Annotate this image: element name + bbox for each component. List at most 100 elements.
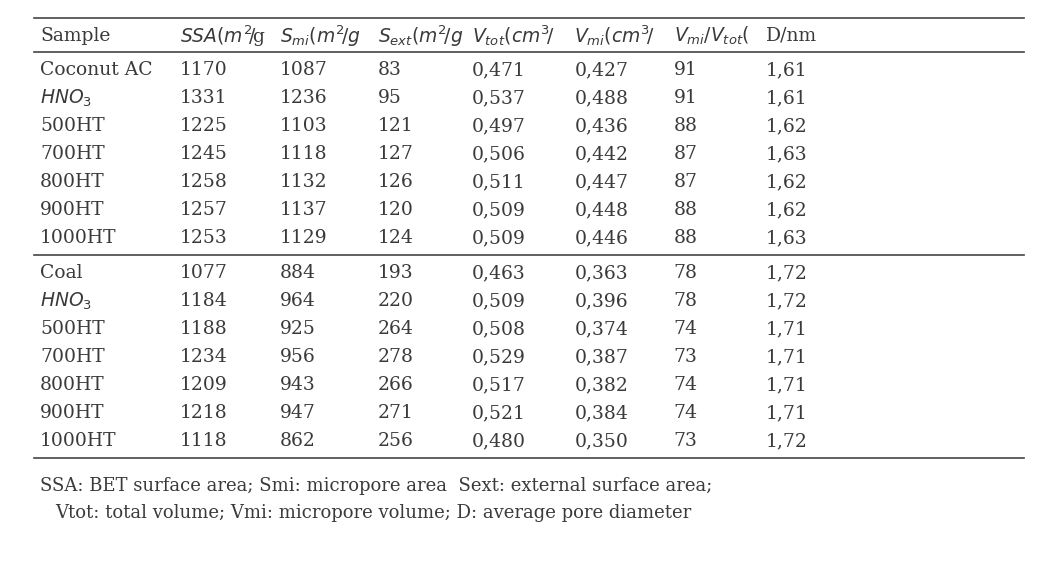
Text: 1118: 1118 xyxy=(180,432,227,450)
Text: 0,427: 0,427 xyxy=(574,61,628,79)
Text: 0,447: 0,447 xyxy=(574,173,628,191)
Text: 1000HT: 1000HT xyxy=(40,432,116,450)
Text: 1188: 1188 xyxy=(180,320,227,338)
Text: SSA: BET surface area; Smi: micropore area  Sext: external surface area;: SSA: BET surface area; Smi: micropore ar… xyxy=(40,477,713,495)
Text: 1,71: 1,71 xyxy=(766,320,808,338)
Text: 91: 91 xyxy=(674,89,697,107)
Text: Coal: Coal xyxy=(40,264,82,282)
Text: 1225: 1225 xyxy=(180,117,227,135)
Text: 88: 88 xyxy=(674,229,698,247)
Text: 700HT: 700HT xyxy=(40,348,105,366)
Text: 0,384: 0,384 xyxy=(574,404,628,422)
Text: 1170: 1170 xyxy=(180,61,227,79)
Text: Coconut AC: Coconut AC xyxy=(40,61,153,79)
Text: 1077: 1077 xyxy=(180,264,227,282)
Text: 83: 83 xyxy=(378,61,402,79)
Text: 1,71: 1,71 xyxy=(766,348,808,366)
Text: 88: 88 xyxy=(674,117,698,135)
Text: 0,517: 0,517 xyxy=(472,376,526,394)
Text: $V_{tot}(cm^3\!/$: $V_{tot}(cm^3\!/$ xyxy=(472,24,554,49)
Text: 925: 925 xyxy=(280,320,316,338)
Text: 1,71: 1,71 xyxy=(766,376,808,394)
Text: 1,62: 1,62 xyxy=(766,173,808,191)
Text: 0,509: 0,509 xyxy=(472,201,526,219)
Text: 120: 120 xyxy=(378,201,414,219)
Text: 1,63: 1,63 xyxy=(766,145,807,163)
Text: 900HT: 900HT xyxy=(40,201,105,219)
Text: 1236: 1236 xyxy=(280,89,327,107)
Text: 87: 87 xyxy=(674,173,698,191)
Text: 220: 220 xyxy=(378,292,414,310)
Text: $HNO_3$: $HNO_3$ xyxy=(40,290,92,312)
Text: 0,509: 0,509 xyxy=(472,292,526,310)
Text: 271: 271 xyxy=(378,404,414,422)
Text: 266: 266 xyxy=(378,376,414,394)
Text: 1257: 1257 xyxy=(180,201,227,219)
Text: 1132: 1132 xyxy=(280,173,327,191)
Text: 1129: 1129 xyxy=(280,229,327,247)
Text: 126: 126 xyxy=(378,173,414,191)
Text: 124: 124 xyxy=(378,229,414,247)
Text: 884: 884 xyxy=(280,264,316,282)
Text: 1,72: 1,72 xyxy=(766,264,808,282)
Text: 0,442: 0,442 xyxy=(574,145,628,163)
Text: 956: 956 xyxy=(280,348,316,366)
Text: 0,506: 0,506 xyxy=(472,145,526,163)
Text: $S_{ext}(m^2\!/g$: $S_{ext}(m^2\!/g$ xyxy=(378,23,464,49)
Text: 700HT: 700HT xyxy=(40,145,105,163)
Text: 127: 127 xyxy=(378,145,414,163)
Text: 73: 73 xyxy=(674,348,698,366)
Text: 1245: 1245 xyxy=(180,145,227,163)
Text: 1118: 1118 xyxy=(280,145,327,163)
Text: 1,71: 1,71 xyxy=(766,404,808,422)
Text: Vtot: total volume; Vmi: micropore volume; D: average pore diameter: Vtot: total volume; Vmi: micropore volum… xyxy=(55,504,692,522)
Text: 91: 91 xyxy=(674,61,697,79)
Text: 500HT: 500HT xyxy=(40,320,105,338)
Text: 0,387: 0,387 xyxy=(574,348,628,366)
Text: 1234: 1234 xyxy=(180,348,227,366)
Text: 0,529: 0,529 xyxy=(472,348,526,366)
Text: 1,61: 1,61 xyxy=(766,61,807,79)
Text: 0,488: 0,488 xyxy=(574,89,628,107)
Text: 0,511: 0,511 xyxy=(472,173,526,191)
Text: 862: 862 xyxy=(280,432,316,450)
Text: 74: 74 xyxy=(674,376,698,394)
Text: 947: 947 xyxy=(280,404,316,422)
Text: 1137: 1137 xyxy=(280,201,327,219)
Text: 900HT: 900HT xyxy=(40,404,105,422)
Text: 0,509: 0,509 xyxy=(472,229,526,247)
Text: 0,396: 0,396 xyxy=(574,292,628,310)
Text: 73: 73 xyxy=(674,432,698,450)
Text: 1258: 1258 xyxy=(180,173,227,191)
Text: 1103: 1103 xyxy=(280,117,327,135)
Text: 1000HT: 1000HT xyxy=(40,229,116,247)
Text: 0,521: 0,521 xyxy=(472,404,526,422)
Text: 78: 78 xyxy=(674,292,698,310)
Text: 1331: 1331 xyxy=(180,89,227,107)
Text: $SSA(m^2\!/\!$g: $SSA(m^2\!/\!$g xyxy=(180,23,265,49)
Text: $V_{mi}(cm^3\!/$: $V_{mi}(cm^3\!/$ xyxy=(574,24,655,49)
Text: 256: 256 xyxy=(378,432,414,450)
Text: 1209: 1209 xyxy=(180,376,227,394)
Text: 800HT: 800HT xyxy=(40,173,105,191)
Text: 1184: 1184 xyxy=(180,292,227,310)
Text: 1087: 1087 xyxy=(280,61,327,79)
Text: 500HT: 500HT xyxy=(40,117,105,135)
Text: 0,350: 0,350 xyxy=(574,432,628,450)
Text: 1,63: 1,63 xyxy=(766,229,807,247)
Text: 0,382: 0,382 xyxy=(574,376,628,394)
Text: 0,363: 0,363 xyxy=(574,264,628,282)
Text: 0,463: 0,463 xyxy=(472,264,526,282)
Text: 0,497: 0,497 xyxy=(472,117,526,135)
Text: 0,436: 0,436 xyxy=(574,117,628,135)
Text: Sample: Sample xyxy=(40,27,111,45)
Text: 0,471: 0,471 xyxy=(472,61,526,79)
Text: 0,446: 0,446 xyxy=(574,229,628,247)
Text: 1,72: 1,72 xyxy=(766,292,808,310)
Text: 74: 74 xyxy=(674,404,698,422)
Text: 1218: 1218 xyxy=(180,404,227,422)
Text: 964: 964 xyxy=(280,292,316,310)
Text: 88: 88 xyxy=(674,201,698,219)
Text: 193: 193 xyxy=(378,264,414,282)
Text: 1,72: 1,72 xyxy=(766,432,808,450)
